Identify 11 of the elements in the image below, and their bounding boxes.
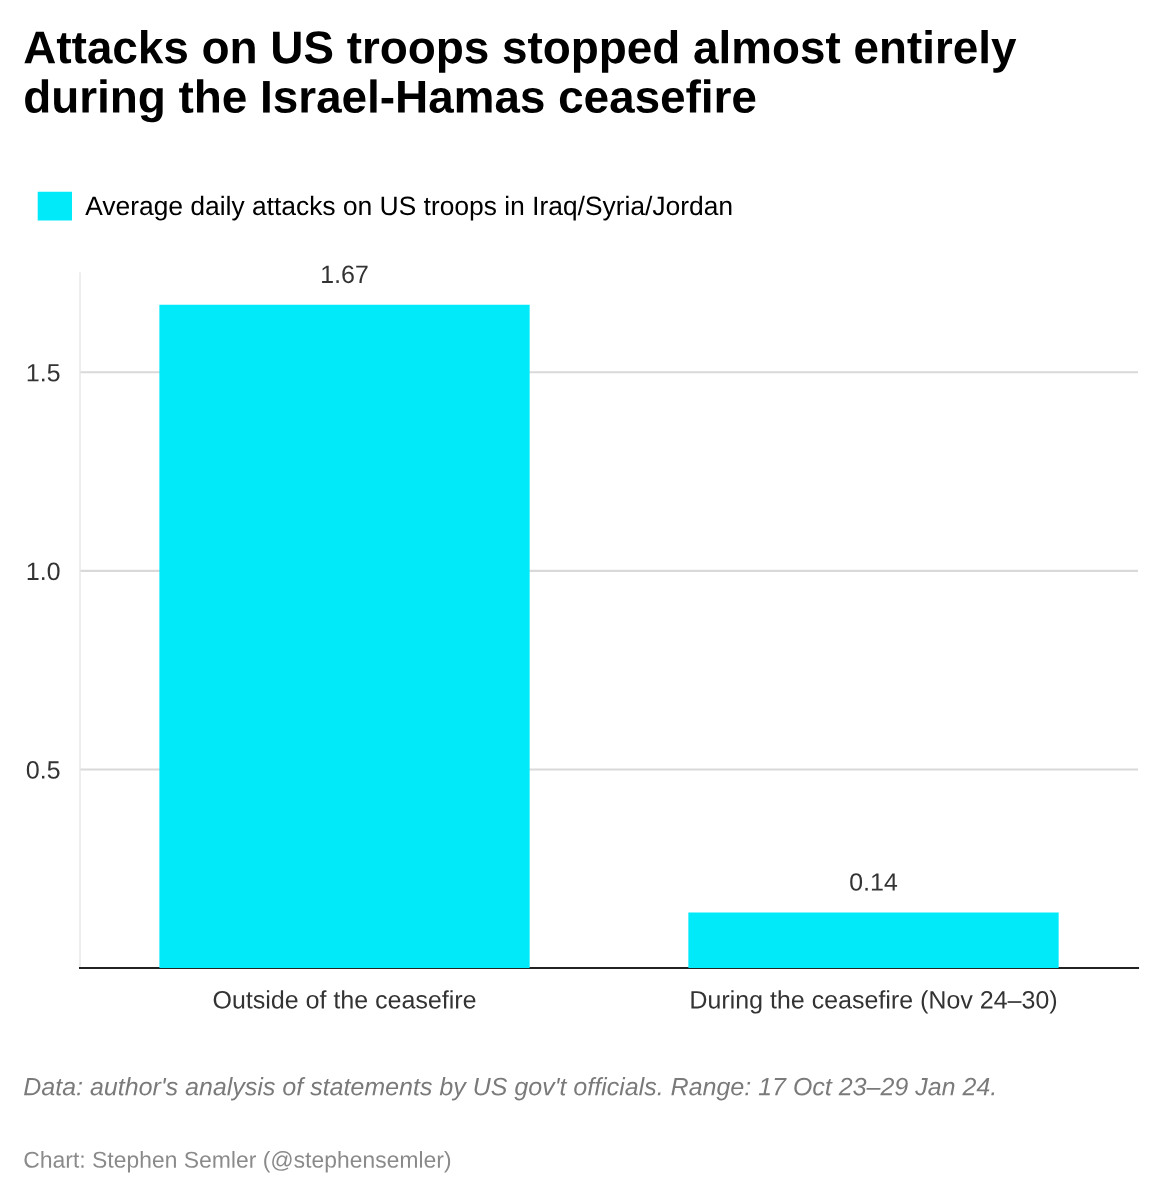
x-tick-label: During the ceasefire (Nov 24–30) xyxy=(691,990,1057,1014)
text: Chart: Stephen Semler (@stephensemler) xyxy=(24,1151,451,1173)
data-label: 0.14 xyxy=(850,873,898,891)
text: Data: author's analysis of statements by US gov't officials. Range: 17 Oct 23–29 Jan 24. xyxy=(24,1077,995,1101)
y-tick-label: 1.0 xyxy=(27,562,60,581)
legend-label: Average daily attacks on US troops in Iraq/Syria/Jordan xyxy=(85,195,732,221)
y-tick-label: 1.5 xyxy=(27,364,60,382)
data-label: 1.67 xyxy=(322,265,368,284)
x-tick-label: Outside of the ceasefire xyxy=(213,990,476,1009)
chart-title: Attacks on US troops stopped almost entirely during the Israel-Hamas ceasefire xyxy=(24,30,1017,123)
y-tick-label: 0.5 xyxy=(26,761,60,779)
